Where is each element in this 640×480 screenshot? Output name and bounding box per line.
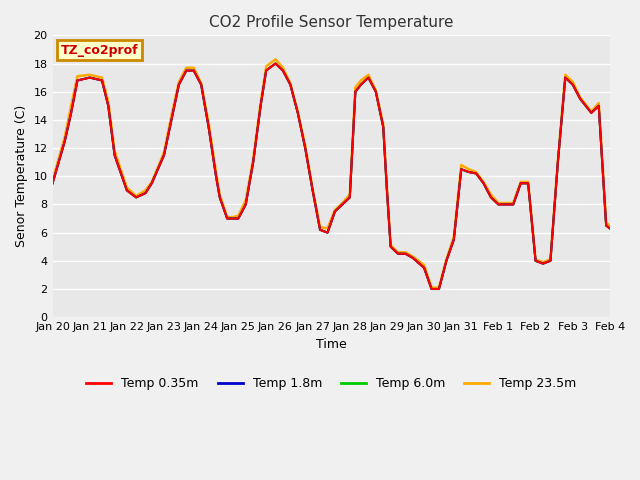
Title: CO2 Profile Sensor Temperature: CO2 Profile Sensor Temperature xyxy=(209,15,454,30)
Y-axis label: Senor Temperature (C): Senor Temperature (C) xyxy=(15,105,28,247)
Legend: Temp 0.35m, Temp 1.8m, Temp 6.0m, Temp 23.5m: Temp 0.35m, Temp 1.8m, Temp 6.0m, Temp 2… xyxy=(81,372,581,396)
Text: TZ_co2prof: TZ_co2prof xyxy=(61,44,138,57)
X-axis label: Time: Time xyxy=(316,337,347,350)
